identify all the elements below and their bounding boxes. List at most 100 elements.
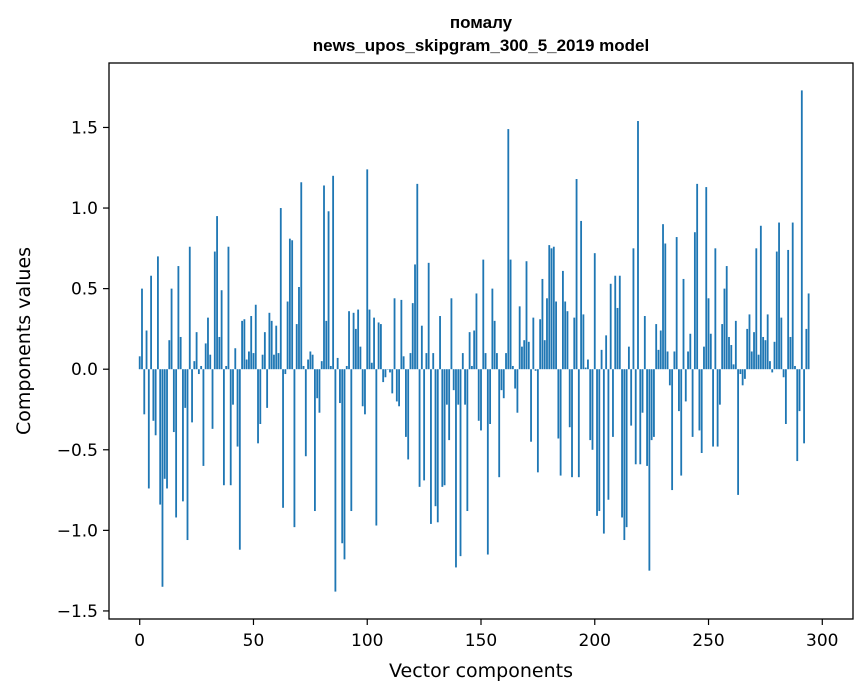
- bar: [145, 330, 148, 370]
- bar: [757, 354, 760, 370]
- bar: [582, 314, 585, 370]
- bars-group: [138, 90, 810, 592]
- bar: [188, 246, 191, 370]
- bar: [277, 353, 280, 370]
- bar: [775, 251, 778, 370]
- bar: [179, 336, 182, 370]
- bar: [659, 330, 662, 370]
- bar: [213, 251, 216, 370]
- bar: [707, 298, 710, 370]
- bar: [263, 332, 266, 370]
- bar: [798, 369, 801, 412]
- bar: [598, 369, 601, 512]
- bar: [464, 369, 466, 405]
- bar: [175, 369, 178, 518]
- x-tick-label: 300: [806, 631, 838, 651]
- bar: [800, 90, 803, 370]
- bar: [746, 328, 749, 370]
- bar: [637, 121, 639, 370]
- bar: [807, 293, 810, 370]
- bar: [320, 361, 323, 370]
- x-tick-label: 0: [134, 631, 145, 651]
- bar: [143, 369, 146, 415]
- bar: [357, 309, 360, 370]
- bar: [191, 369, 193, 423]
- bar: [548, 245, 551, 370]
- bar: [238, 369, 241, 550]
- bar: [737, 369, 740, 495]
- bar: [623, 369, 626, 541]
- bar: [282, 369, 284, 508]
- bar: [784, 369, 787, 424]
- bar: [562, 270, 564, 370]
- bar: [662, 224, 664, 370]
- bar: [766, 314, 769, 370]
- bar: [295, 324, 298, 370]
- bar: [402, 356, 405, 370]
- bar: [473, 330, 476, 370]
- bar: [511, 365, 514, 370]
- y-tick-label: 1.0: [71, 199, 98, 219]
- bar: [796, 369, 799, 462]
- bar: [316, 369, 319, 399]
- bar: [491, 288, 494, 370]
- bar: [152, 369, 155, 421]
- bar: [778, 222, 780, 370]
- bar: [261, 354, 264, 370]
- bar: [609, 283, 612, 370]
- bar: [573, 317, 576, 370]
- bar: [741, 369, 744, 386]
- bar: [455, 369, 457, 568]
- bar: [450, 298, 453, 370]
- bar: [470, 365, 473, 370]
- bar: [591, 369, 594, 450]
- bar: [423, 369, 426, 481]
- bar: [207, 317, 209, 370]
- bar: [498, 369, 501, 478]
- bar: [370, 362, 373, 370]
- bar: [712, 369, 714, 447]
- bar: [725, 266, 728, 370]
- bar: [639, 369, 642, 465]
- bar: [607, 369, 610, 500]
- bar: [236, 369, 239, 447]
- bar: [323, 185, 325, 370]
- bar: [575, 179, 578, 370]
- bar: [493, 320, 496, 370]
- bar: [434, 369, 437, 507]
- bar: [209, 354, 212, 370]
- x-tick-label: 150: [465, 631, 497, 651]
- bar: [389, 369, 391, 373]
- bar: [309, 351, 312, 370]
- bar: [416, 183, 419, 370]
- bar: [657, 349, 660, 370]
- bar: [507, 129, 510, 370]
- bar: [288, 238, 291, 370]
- bar: [532, 317, 535, 370]
- bar: [755, 248, 758, 370]
- bar: [345, 365, 348, 370]
- bar: [350, 369, 353, 512]
- bar: [634, 369, 637, 465]
- x-tick-label: 50: [243, 631, 265, 651]
- bar: [393, 298, 396, 370]
- x-tick-label: 100: [351, 631, 383, 651]
- bar: [794, 365, 796, 370]
- x-axis-label: Vector components: [389, 660, 573, 682]
- bar: [159, 369, 162, 505]
- bar: [525, 261, 528, 370]
- bar: [577, 369, 580, 478]
- bar: [509, 259, 512, 370]
- bar: [550, 248, 553, 370]
- bar: [227, 246, 230, 370]
- y-tick-label: −1.0: [57, 521, 98, 541]
- chart-title: помалу: [450, 13, 513, 32]
- bar: [584, 367, 587, 370]
- bar: [566, 311, 569, 370]
- bar: [646, 369, 648, 466]
- bar: [368, 309, 371, 370]
- bar: [157, 256, 159, 370]
- bar: [304, 369, 307, 457]
- bar: [220, 290, 223, 370]
